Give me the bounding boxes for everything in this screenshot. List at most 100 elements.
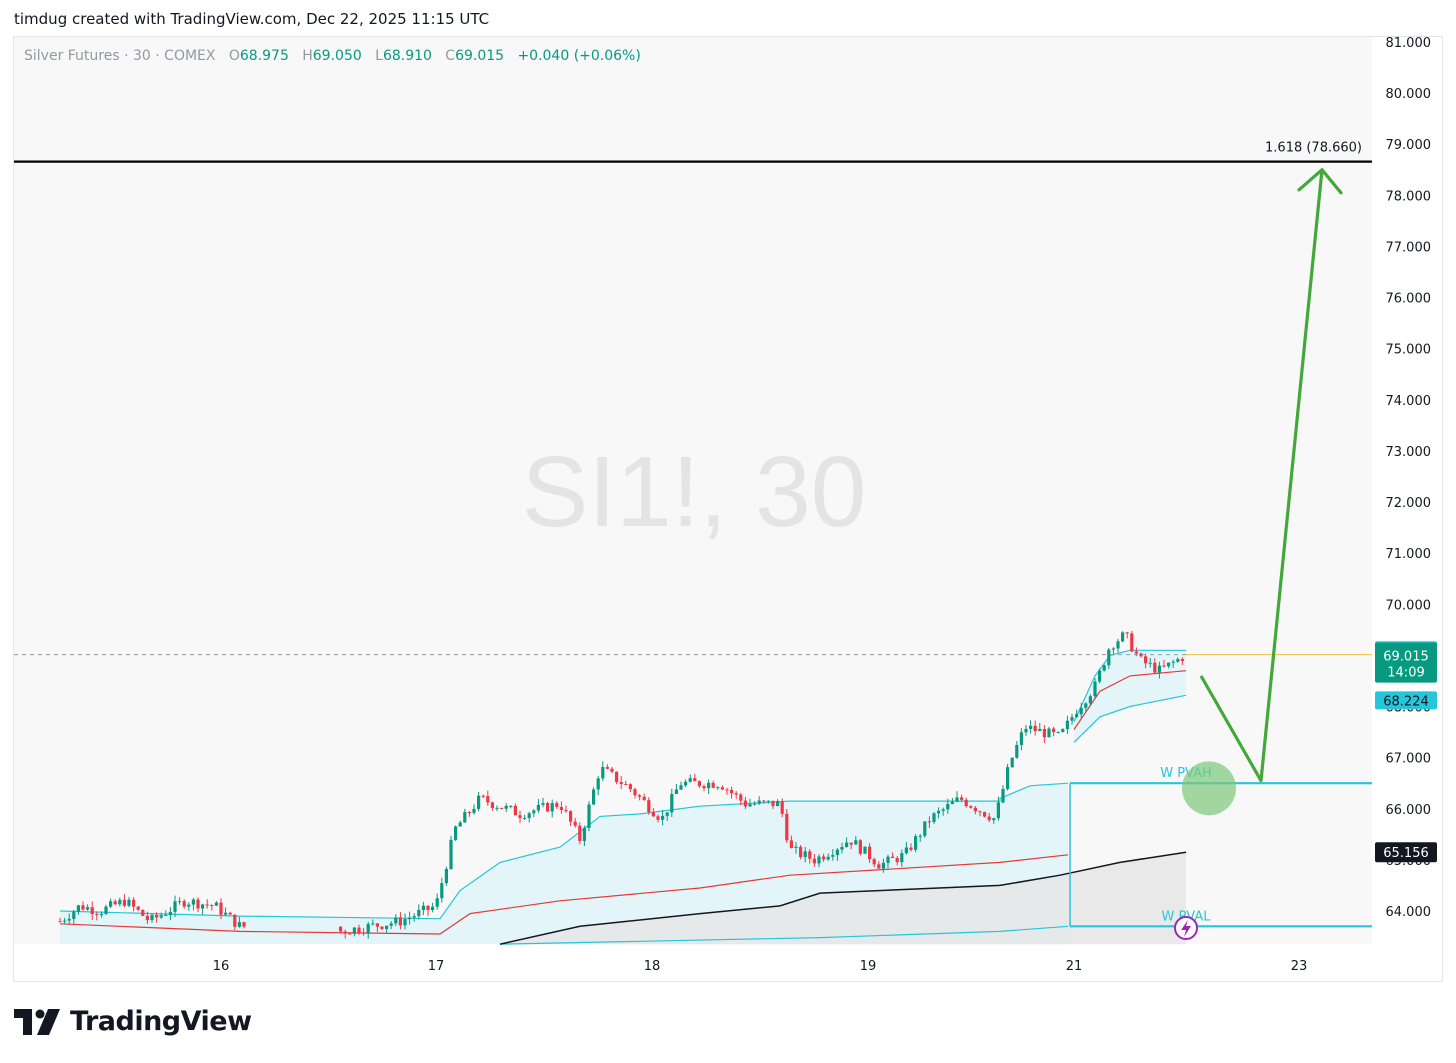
candle-body	[670, 793, 674, 813]
footer-brand: TradingView	[14, 1006, 252, 1037]
candle-body	[1153, 662, 1157, 673]
y-tick-label: 64.000	[1386, 905, 1432, 920]
x-tick-label: 19	[860, 959, 877, 974]
candle-body	[191, 899, 195, 905]
candle-body	[375, 923, 379, 927]
plot-area[interactable]	[14, 37, 1372, 944]
candle-body	[408, 917, 412, 920]
candle-body	[449, 839, 453, 869]
y-tick-label: 70.000	[1386, 598, 1432, 613]
projection-arrowhead	[1297, 167, 1343, 195]
candle-body	[1167, 662, 1171, 667]
candle-body	[362, 932, 366, 934]
y-tick-label: 77.000	[1386, 240, 1432, 255]
candle-body	[743, 800, 747, 807]
candle-body	[858, 840, 862, 854]
candle-body	[1052, 728, 1056, 733]
x-tick-label: 16	[213, 959, 230, 974]
candle-body	[918, 835, 922, 837]
candle-body	[1176, 659, 1180, 662]
candle-body	[127, 899, 131, 906]
candle-body	[81, 905, 85, 910]
candle-body	[76, 905, 80, 912]
candle-body	[633, 789, 637, 796]
candle-body	[587, 804, 591, 828]
candle-body	[214, 902, 218, 906]
candle-body	[1134, 651, 1138, 654]
legend-close: 69.015	[455, 48, 505, 64]
y-tick-label: 71.000	[1386, 547, 1432, 562]
candle-body	[63, 920, 67, 922]
candle-body	[348, 933, 352, 935]
candle-body	[739, 794, 743, 801]
candle-body	[1139, 653, 1143, 657]
legend-high-label: H	[302, 48, 313, 64]
candle-body	[86, 907, 90, 910]
candle-body	[628, 784, 632, 790]
y-tick-label: 80.000	[1386, 87, 1432, 102]
legend-open: 68.975	[239, 48, 289, 64]
last-price-badge: 69.015	[1383, 650, 1429, 665]
candle-body	[532, 810, 536, 814]
candle-body	[109, 901, 113, 907]
candle-body	[1061, 729, 1065, 732]
candle-body	[472, 808, 476, 813]
vwap-mid-line	[59, 854, 1069, 935]
candle-body	[343, 931, 347, 934]
candle-body	[1029, 725, 1033, 729]
long-ma-line	[499, 851, 1187, 945]
chart-attribution: timdug created with TradingView.com, Dec…	[14, 10, 490, 28]
candle-body	[840, 847, 844, 850]
target-zone-circle	[1182, 761, 1236, 816]
candle-body	[523, 817, 527, 819]
vwap-lower-line	[499, 925, 1069, 945]
candle-body	[955, 797, 959, 802]
candle-body	[582, 827, 586, 841]
candle-body	[541, 802, 545, 805]
candle-body	[237, 922, 241, 927]
candle-body	[817, 856, 821, 864]
y-tick-label: 76.000	[1386, 292, 1432, 307]
candle-body	[973, 807, 977, 812]
footer-brand-text: TradingView	[70, 1006, 252, 1037]
candle-body	[757, 800, 761, 804]
candle-body	[444, 868, 448, 884]
legend-close-label: C	[445, 48, 456, 64]
candle-body	[964, 799, 968, 807]
alert-flash-bolt	[1181, 920, 1191, 937]
candle-body	[661, 815, 665, 820]
candle-body	[385, 925, 389, 929]
candle-body	[753, 803, 757, 805]
candle-body	[904, 847, 908, 854]
candle-body	[527, 813, 531, 818]
candle-body	[118, 899, 122, 905]
candle-body	[693, 778, 697, 782]
candle-body	[831, 855, 835, 857]
candle-body	[1065, 720, 1069, 730]
candle-body	[1038, 728, 1042, 732]
candle-body	[196, 899, 200, 909]
candle-body	[1056, 731, 1060, 733]
candle-body	[854, 840, 858, 845]
candle-body	[1024, 728, 1028, 733]
long-ma-badge-bg	[1375, 842, 1437, 863]
last-price-badge-bg	[1375, 642, 1437, 683]
candle-body	[504, 805, 508, 809]
candle-body	[651, 811, 655, 817]
candle-body	[559, 806, 563, 810]
candle-body	[150, 914, 154, 921]
candle-body	[495, 807, 499, 809]
candle-body	[454, 826, 458, 840]
candle-body	[132, 899, 136, 907]
candle-body	[467, 812, 471, 814]
chart-watermark: SI1!, 30	[522, 436, 867, 548]
candle-body	[1075, 714, 1079, 718]
candle-body	[835, 849, 839, 856]
candle-body	[1015, 744, 1019, 758]
candle-body	[863, 846, 867, 854]
legend-symbol: Silver Futures · 30 · COMEX	[24, 48, 216, 64]
candle-body	[771, 800, 775, 807]
candle-body	[1098, 670, 1102, 682]
candle-body	[642, 796, 646, 801]
